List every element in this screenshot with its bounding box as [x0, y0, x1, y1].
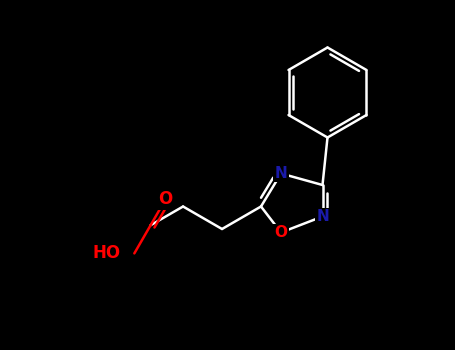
Text: O: O	[274, 225, 288, 240]
Text: N: N	[316, 209, 329, 224]
Text: HO: HO	[92, 244, 120, 262]
Text: N: N	[275, 166, 288, 181]
Text: O: O	[158, 190, 173, 208]
